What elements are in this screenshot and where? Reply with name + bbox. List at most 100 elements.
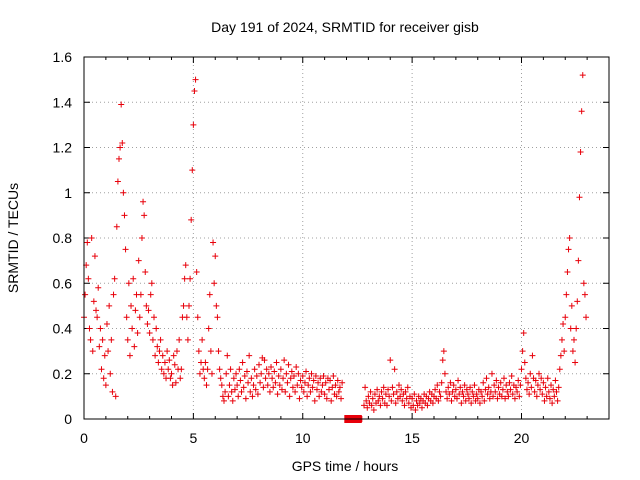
data-point: [189, 167, 196, 174]
data-point: [536, 370, 542, 377]
data-point: [572, 359, 579, 366]
data-point: [106, 302, 113, 309]
data-point: [132, 307, 139, 314]
data-point: [319, 382, 326, 389]
data-point: [145, 307, 152, 314]
data-point: [93, 307, 100, 314]
data-point: [493, 377, 500, 384]
data-point: [579, 72, 586, 79]
plot-frame: [83, 56, 610, 420]
data-point: [566, 235, 573, 241]
data-point: [498, 393, 505, 400]
data-point: [506, 379, 513, 386]
data-point: [315, 379, 322, 386]
data-point: [164, 348, 171, 355]
data-point: [141, 212, 148, 219]
data-point: [108, 336, 115, 343]
data-point: [518, 366, 525, 373]
data-point: [194, 314, 201, 321]
data-point: [282, 388, 289, 395]
data-point: [502, 395, 509, 402]
data-point: [557, 352, 564, 359]
data-point: [474, 395, 481, 402]
data-point: [171, 361, 178, 368]
data-point: [180, 302, 187, 309]
data-point: [392, 400, 399, 407]
data-point: [297, 377, 304, 384]
data-point: [404, 384, 411, 391]
data-point: [542, 384, 549, 391]
data-point: [88, 235, 95, 241]
data-point: [543, 393, 550, 400]
data-point: [455, 377, 462, 384]
y-tick-label: 0.2: [53, 366, 73, 382]
data-point: [538, 375, 545, 382]
data-point: [156, 348, 163, 355]
data-point: [274, 391, 281, 398]
data-point: [287, 375, 294, 382]
data-point: [522, 375, 529, 382]
data-point: [573, 325, 580, 332]
data-point: [299, 373, 306, 380]
data-point: [102, 382, 109, 389]
data-point: [298, 384, 305, 391]
data-point: [568, 302, 575, 309]
data-point: [467, 384, 474, 391]
data-point: [138, 235, 145, 241]
data-point: [250, 382, 257, 389]
data-point: [253, 373, 260, 380]
data-point: [437, 393, 444, 400]
data-point: [575, 257, 582, 264]
data-point: [128, 302, 135, 309]
data-point: [136, 314, 143, 321]
data-point: [486, 395, 493, 402]
data-point: [285, 361, 292, 368]
data-point: [214, 314, 221, 321]
data-point: [563, 291, 570, 298]
data-point: [490, 393, 497, 400]
data-point: [377, 402, 384, 409]
data-point: [161, 359, 168, 366]
data-point: [273, 359, 280, 366]
data-point: [119, 139, 126, 146]
data-point: [160, 370, 167, 377]
data-point: [109, 388, 116, 395]
data-point: [288, 368, 295, 375]
data-point: [84, 239, 91, 246]
data-point: [468, 400, 475, 407]
x-tick-label: 20: [514, 430, 530, 446]
data-point: [375, 397, 382, 404]
data-point: [120, 189, 127, 196]
data-point: [525, 379, 532, 386]
data-point: [327, 377, 334, 384]
data-point: [140, 198, 147, 205]
data-point: [494, 395, 501, 402]
data-point: [266, 388, 273, 395]
data-point: [215, 348, 222, 355]
data-point: [216, 366, 223, 373]
data-point: [111, 275, 118, 282]
data-point: [581, 291, 588, 298]
data-point: [556, 366, 563, 373]
data-point: [484, 391, 491, 398]
data-point: [480, 379, 487, 386]
data-point: [294, 382, 301, 389]
data-point: [458, 400, 465, 407]
data-point: [388, 397, 395, 404]
data-point: [269, 375, 276, 382]
data-point: [147, 291, 154, 298]
data-point: [233, 370, 240, 377]
data-point: [533, 393, 540, 400]
data-point: [363, 397, 370, 404]
data-point: [329, 384, 336, 391]
data-point: [403, 395, 410, 402]
data-point: [328, 397, 335, 404]
data-point: [323, 395, 330, 402]
data-point: [549, 400, 556, 407]
data-point: [378, 388, 385, 395]
data-point: [212, 253, 219, 260]
data-point: [447, 379, 454, 386]
data-point: [183, 314, 190, 321]
data-point: [134, 330, 141, 337]
data-point: [334, 377, 341, 384]
